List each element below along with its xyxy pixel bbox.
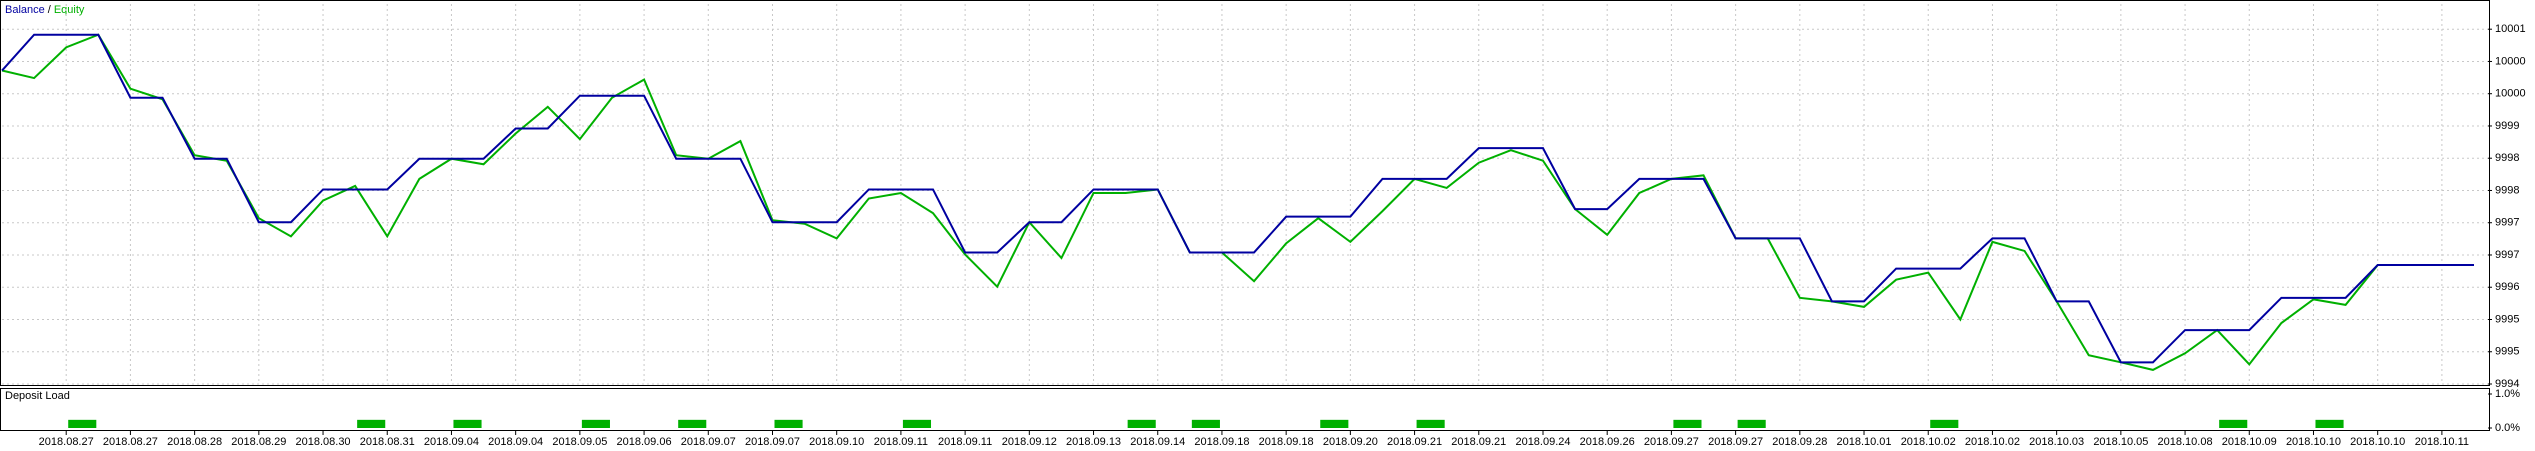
y-tick-label: 0.0% — [2495, 422, 2520, 434]
bar — [1416, 419, 1445, 428]
x-tick-label: 2018.09.20 — [1323, 436, 1378, 448]
x-tick-label: 2018.09.21 — [1387, 436, 1442, 448]
load-panel-frame — [0, 388, 2490, 431]
x-tick-label: 2018.09.05 — [552, 436, 607, 448]
y-tick-label: 9997 — [2495, 249, 2519, 261]
bar — [1737, 419, 1766, 428]
x-tick-label: 2018.09.11 — [874, 436, 928, 448]
x-tick-label: 2018.09.18 — [1259, 436, 1314, 448]
x-tick-label: 2018.09.24 — [1515, 436, 1570, 448]
bar — [357, 419, 386, 428]
panel-title: Deposit Load — [5, 390, 70, 402]
bar — [1930, 419, 1959, 428]
y-tick-label: 9996 — [2495, 281, 2519, 293]
bar — [678, 419, 707, 428]
x-tick-label: 2018.10.11 — [2415, 436, 2469, 448]
x-tick-label: 2018.09.21 — [1451, 436, 1506, 448]
bar — [774, 419, 803, 428]
x-tick-label: 2018.09.10 — [809, 436, 864, 448]
legend-separator: / — [48, 4, 52, 16]
x-tick-label: 2018.08.29 — [231, 436, 286, 448]
bar — [2315, 419, 2344, 428]
y-tick-label: 9995 — [2495, 346, 2519, 358]
x-tick-label: 2018.09.11 — [938, 436, 992, 448]
x-tick-label: 2018.08.31 — [360, 436, 415, 448]
series-line — [1, 33, 2474, 371]
x-tick-label: 2018.10.05 — [2093, 436, 2148, 448]
x-tick-label: 2018.09.04 — [488, 436, 543, 448]
x-tick-label: 2018.09.27 — [1708, 436, 1763, 448]
y-tick-label: 9995 — [2495, 313, 2519, 325]
y-tick-label: 10000 — [2495, 88, 2526, 100]
y-tick-label: 1.0% — [2495, 388, 2520, 400]
legend: Balance / Equity — [5, 4, 85, 16]
y-tick-label: 9994 — [2495, 378, 2519, 390]
main-panel-frame — [0, 0, 2490, 386]
legend-entry: Balance — [5, 4, 45, 16]
x-tick-label: 2018.09.04 — [424, 436, 479, 448]
x-tick-label: 2018.08.28 — [167, 436, 222, 448]
x-tick-label: 2018.10.09 — [2222, 436, 2277, 448]
x-tick-label: 2018.09.06 — [617, 436, 672, 448]
x-tick-label: 2018.09.27 — [1644, 436, 1699, 448]
legend-entry: Equity — [54, 4, 85, 16]
x-tick-label: 2018.09.14 — [1130, 436, 1185, 448]
x-tick-label: 2018.10.01 — [1836, 436, 1891, 448]
bar — [68, 419, 97, 428]
x-tick-label: 2018.09.07 — [681, 436, 736, 448]
bar — [2219, 419, 2248, 428]
x-tick-label: 2018.10.10 — [2350, 436, 2405, 448]
x-tick-label: 2018.08.27 — [39, 436, 94, 448]
x-tick-label: 2018.10.02 — [1965, 436, 2020, 448]
x-tick-label: 2018.10.10 — [2286, 436, 2341, 448]
y-tick-label: 9997 — [2495, 217, 2519, 229]
y-tick-label: 9998 — [2495, 152, 2519, 164]
y-tick-label: 10000 — [2495, 55, 2526, 67]
x-tick-label: 2018.09.07 — [745, 436, 800, 448]
bar — [1673, 419, 1702, 428]
bar — [1127, 419, 1156, 428]
x-tick-label: 2018.10.03 — [2029, 436, 2084, 448]
x-tick-label: 2018.10.02 — [1901, 436, 1956, 448]
x-tick-label: 2018.08.30 — [296, 436, 351, 448]
bar — [1320, 419, 1349, 428]
bar — [1191, 419, 1220, 428]
x-tick-label: 2018.09.18 — [1194, 436, 1249, 448]
y-tick-label: 9999 — [2495, 120, 2519, 132]
bar — [453, 419, 482, 428]
x-tick-label: 2018.08.27 — [103, 436, 158, 448]
bar — [902, 419, 932, 428]
x-tick-label: 2018.10.08 — [2158, 436, 2213, 448]
x-tick-label: 2018.09.12 — [1002, 436, 1057, 448]
bar — [581, 419, 610, 428]
series-line — [1, 33, 2474, 364]
x-tick-label: 2018.09.13 — [1066, 436, 1121, 448]
x-tick-label: 2018.09.26 — [1580, 436, 1635, 448]
y-tick-label: 10001 — [2495, 23, 2526, 35]
x-tick-label: 2018.09.28 — [1772, 436, 1827, 448]
y-tick-label: 9998 — [2495, 184, 2519, 196]
